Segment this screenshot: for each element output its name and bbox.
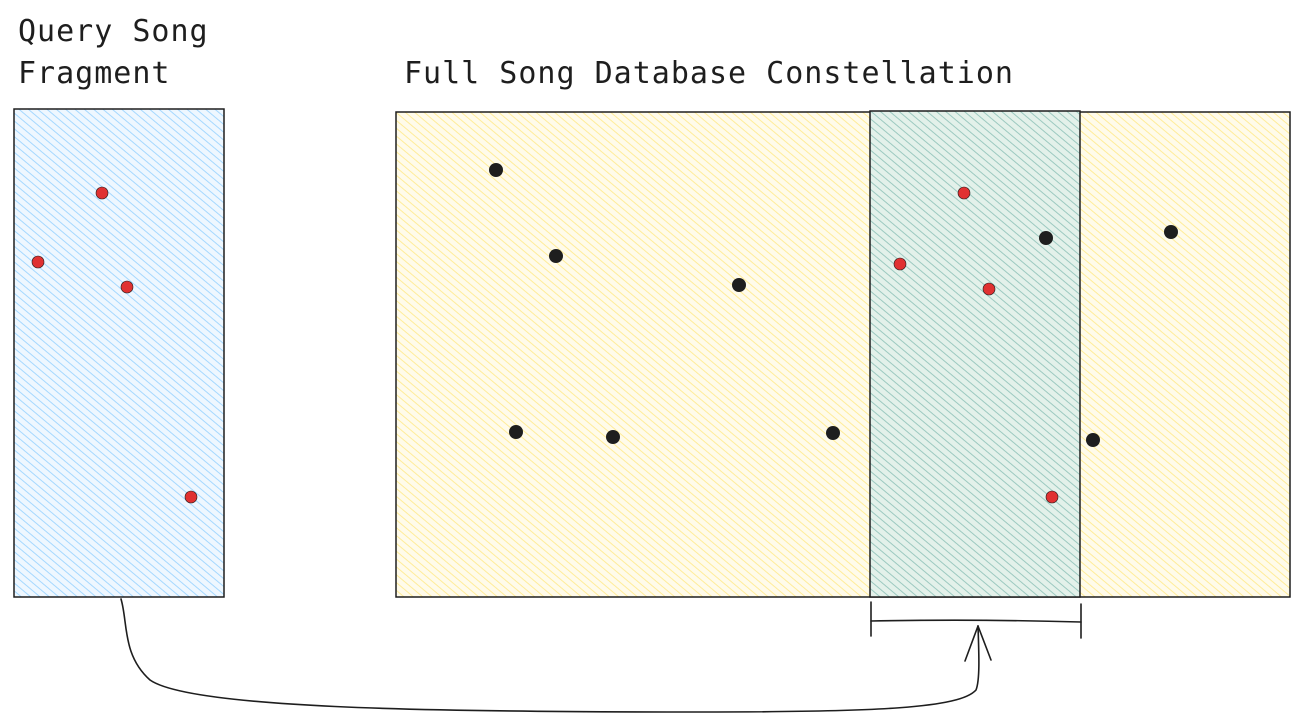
query-title-line1: Query Song: [18, 14, 209, 49]
matched-point: [1045, 490, 1059, 504]
database-point: [732, 278, 746, 292]
query-fragment-box: [13, 108, 225, 598]
matched-points: [893, 186, 1059, 504]
database-title: Full Song Database Constellation: [404, 56, 1014, 91]
query-point: [184, 490, 198, 504]
database-point: [826, 426, 840, 440]
database-point: [1164, 225, 1178, 239]
query-point: [31, 255, 45, 269]
match-bracket: [870, 601, 1082, 639]
query-points: [31, 186, 198, 504]
mapping-arrow: [120, 598, 992, 713]
query-point: [120, 280, 134, 294]
database-point: [509, 425, 523, 439]
database-point: [1039, 231, 1053, 245]
query-title-line2: Fragment: [18, 56, 171, 91]
database-point: [606, 430, 620, 444]
database-point: [1086, 433, 1100, 447]
query-point: [95, 186, 109, 200]
database-points: [489, 163, 1178, 447]
database-point: [549, 249, 563, 263]
matched-point: [893, 257, 907, 271]
match-window: [869, 110, 1081, 598]
database-box: [395, 111, 1291, 598]
database-point: [489, 163, 503, 177]
matched-point: [957, 186, 971, 200]
matched-point: [982, 282, 996, 296]
